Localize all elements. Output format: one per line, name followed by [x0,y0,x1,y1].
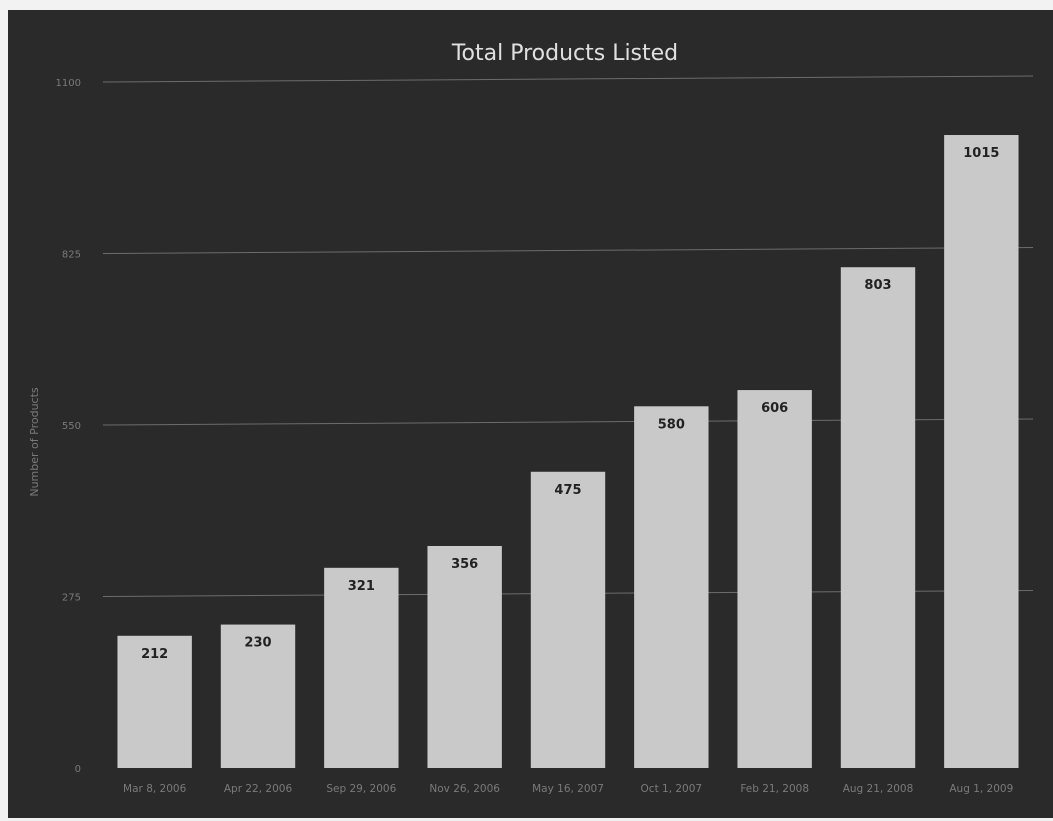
x-tick-label: Nov 26, 2006 [429,783,500,795]
y-tick-label: 825 [62,250,81,261]
bar [220,624,296,768]
bar-value-label: 1015 [963,146,999,161]
bar-value-label: 230 [244,636,271,651]
bar-value-label: 803 [864,278,891,293]
x-tick-label: Feb 21, 2008 [740,783,809,795]
bar-chart: 212 230 321 356 475 580 606 803 1015 0 275 550 825 1… [28,41,1034,795]
y-tick-label: 275 [62,593,81,604]
x-tick-label: Apr 22, 2006 [224,783,293,795]
chart-frame: 212 230 321 356 475 580 606 803 1015 0 275 550 825 1… [8,10,1053,818]
x-tick-label: Mar 8, 2006 [123,783,187,795]
bars [117,135,1019,768]
y-tick-label: 1100 [56,78,81,89]
bar [840,267,916,768]
data-labels: 212 230 321 356 475 580 606 803 1015 [141,146,999,662]
bar [427,545,502,768]
x-tick-label: Oct 1, 2007 [641,783,703,795]
y-tick-label: 0 [75,764,81,775]
y-axis-ticks: 0 275 550 825 1100 [56,78,81,775]
gridline [102,247,1034,254]
bar [530,471,606,768]
gridline [102,75,1034,83]
x-tick-label: May 16, 2007 [532,783,604,795]
bar [944,135,1019,768]
x-tick-label: Sep 29, 2006 [326,783,396,795]
bar-value-label: 321 [348,579,375,594]
bar [634,406,709,768]
y-axis-label: Number of Products [28,387,41,497]
bar-value-label: 356 [451,557,478,572]
bar-value-label: 606 [761,401,788,416]
bar-value-label: 212 [141,647,168,662]
x-axis-ticks: Mar 8, 2006 Apr 22, 2006 Sep 29, 2006 Nov 2… [123,783,1013,795]
x-tick-label: Aug 1, 2009 [949,783,1013,795]
bar [117,635,192,768]
chart-title: Total Products Listed [451,41,678,66]
y-tick-label: 550 [62,421,81,432]
x-tick-label: Aug 21, 2008 [843,783,914,795]
bar [737,390,812,768]
bar-value-label: 475 [554,483,581,498]
bar-value-label: 580 [658,417,685,432]
bar [324,567,399,768]
